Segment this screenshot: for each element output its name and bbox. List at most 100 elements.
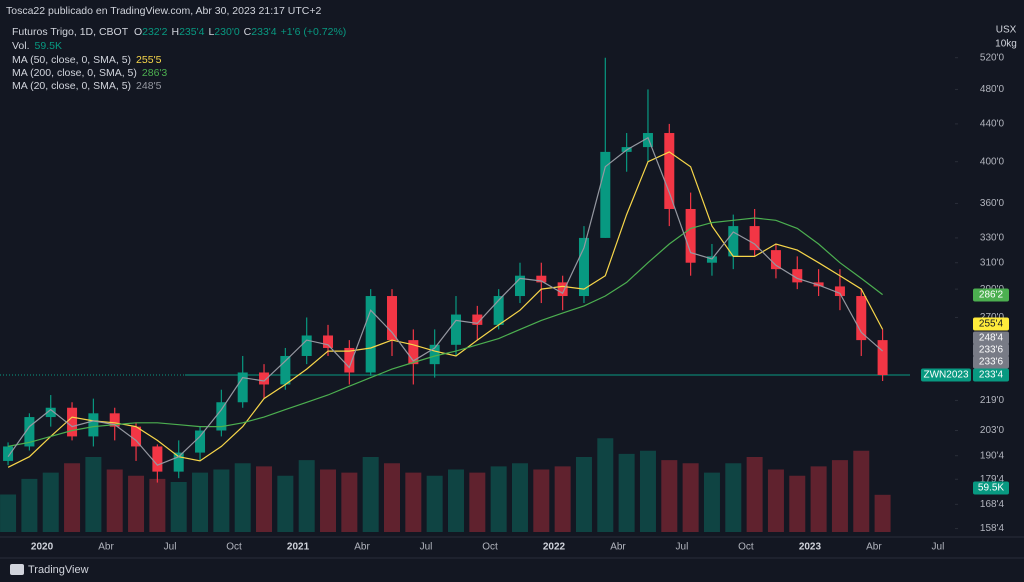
volume-bar bbox=[853, 450, 870, 532]
candle-body bbox=[578, 237, 589, 297]
candle-body bbox=[685, 208, 696, 263]
price-badge bbox=[973, 317, 1009, 331]
candle-body bbox=[856, 296, 867, 341]
publisher: Tosca22 publicado en TradingView.com, Ab… bbox=[6, 5, 321, 17]
x-tick-label: Abr bbox=[610, 542, 626, 553]
x-tick-label: Oct bbox=[738, 542, 754, 553]
x-tick-label: Jul bbox=[164, 542, 177, 553]
ohlc-value: 230'0 bbox=[214, 26, 240, 38]
volume-bar bbox=[426, 475, 443, 532]
volume-value: 59.5K bbox=[35, 40, 62, 52]
volume-bar bbox=[341, 472, 358, 532]
y-tick-label: 480'0 bbox=[980, 84, 1005, 95]
candle-body bbox=[195, 430, 206, 453]
volume-bar bbox=[149, 478, 166, 532]
x-tick-label: Jul bbox=[932, 542, 945, 553]
price-badge-label: 255'4 bbox=[979, 319, 1004, 330]
price-badge bbox=[973, 481, 1009, 495]
ohlc-label: H bbox=[171, 26, 179, 38]
brand: TradingView bbox=[28, 564, 89, 576]
ma-name: MA (200, close, 0, SMA, 5) bbox=[12, 67, 137, 79]
candle-body bbox=[109, 413, 120, 427]
volume-bar bbox=[511, 463, 528, 532]
ma-legend: MA (50, close, 0, SMA, 5) 255'5 bbox=[12, 54, 162, 66]
volume-bar bbox=[0, 494, 17, 532]
ohlc-label: C bbox=[244, 26, 252, 38]
x-tick-label: 2021 bbox=[287, 542, 310, 553]
y-tick-label: 440'0 bbox=[980, 119, 1005, 130]
ma-legend: MA (20, close, 0, SMA, 5) 248'5 bbox=[12, 80, 162, 92]
x-tick-label: Oct bbox=[482, 542, 498, 553]
y-tick-label: 179'4 bbox=[980, 474, 1005, 485]
volume-bar bbox=[213, 469, 230, 532]
y-tick-label: 203'0 bbox=[980, 425, 1005, 436]
ma-value: 286'3 bbox=[142, 67, 168, 79]
y-tick-label: 158'4 bbox=[980, 523, 1005, 534]
price-badge-label: 286'2 bbox=[979, 290, 1004, 301]
ohlc-label: L bbox=[208, 26, 214, 38]
volume-bar bbox=[767, 469, 784, 532]
ohlc-value: 232'2 bbox=[142, 26, 168, 38]
legend: Futuros Trigo, 1D, CBOT O232'2 H235'4 L230'… bbox=[12, 26, 346, 92]
volume-bar bbox=[639, 450, 656, 532]
volume-bar bbox=[597, 438, 614, 532]
price-badge bbox=[973, 355, 1009, 369]
candle-body bbox=[706, 256, 717, 263]
volume-bar bbox=[618, 453, 635, 532]
last-price-badge bbox=[973, 368, 1009, 382]
ma-name: MA (50, close, 0, SMA, 5) bbox=[12, 54, 131, 66]
volume-bar bbox=[725, 463, 742, 532]
candle-body bbox=[280, 355, 291, 385]
volume-legend: Vol. 59.5K bbox=[12, 40, 62, 52]
price-badge bbox=[973, 343, 1009, 357]
candle-body bbox=[642, 133, 653, 148]
volume-bar bbox=[384, 463, 401, 532]
candle-body bbox=[3, 446, 14, 461]
candle-body bbox=[408, 340, 419, 365]
candle-body bbox=[557, 282, 568, 297]
symbol-badge-label: ZWN2023 bbox=[923, 370, 968, 381]
symbol-badge bbox=[921, 368, 971, 382]
candle-body bbox=[514, 275, 525, 297]
candle-body bbox=[877, 340, 888, 376]
candle-body bbox=[472, 314, 483, 325]
candle-body bbox=[323, 335, 334, 348]
y-tick-label: 310'0 bbox=[980, 257, 1005, 268]
volume-bar bbox=[42, 472, 59, 532]
candle-body bbox=[536, 275, 547, 283]
y-tick-label: 219'0 bbox=[980, 395, 1005, 406]
ohlc-value: 235'4 bbox=[179, 26, 205, 38]
volume-bar bbox=[575, 457, 592, 532]
candle-body bbox=[429, 344, 440, 365]
footer-bar bbox=[0, 558, 1024, 582]
volume-bar bbox=[447, 469, 464, 532]
candle-body bbox=[259, 372, 270, 385]
x-tick-label: Jul bbox=[676, 542, 689, 553]
volume-bar bbox=[533, 469, 550, 532]
price-badge-label: 59.5K bbox=[978, 483, 1004, 494]
symbol: Futuros Trigo, 1D, CBOT bbox=[12, 26, 129, 38]
x-tick-label: 2022 bbox=[543, 542, 566, 553]
candle-body bbox=[301, 335, 312, 356]
candle-body bbox=[237, 372, 248, 403]
candle-body bbox=[45, 407, 56, 418]
footer-logo: TradingView bbox=[10, 564, 89, 576]
x-tick-label: Abr bbox=[866, 542, 882, 553]
candle-body bbox=[67, 407, 78, 437]
y-tick-label: 190'4 bbox=[980, 450, 1005, 461]
candle-body bbox=[600, 151, 611, 238]
volume-bar bbox=[746, 457, 763, 532]
volume-bar bbox=[256, 466, 273, 532]
candle-body bbox=[450, 314, 461, 345]
x-tick-label: 2020 bbox=[31, 542, 54, 553]
candle-body bbox=[813, 282, 824, 287]
y-tick-label: 520'0 bbox=[980, 52, 1005, 63]
volume-bar bbox=[874, 494, 891, 532]
volume-bar bbox=[170, 482, 187, 532]
volume-label: Vol. bbox=[12, 40, 30, 52]
currency: USX bbox=[996, 25, 1017, 36]
candle-body bbox=[344, 347, 355, 373]
ohlc-value: 233'4 bbox=[251, 26, 277, 38]
